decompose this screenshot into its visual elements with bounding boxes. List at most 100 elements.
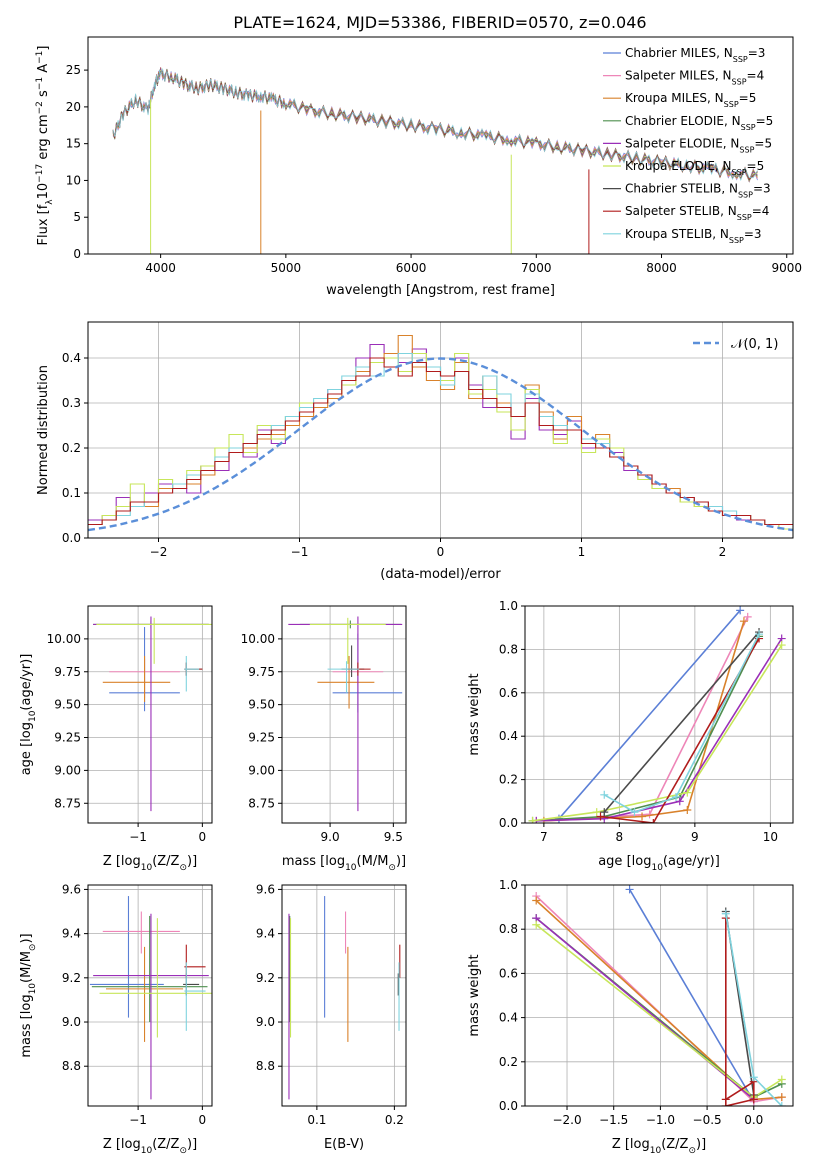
y-tick-label: 10.00 (241, 632, 275, 646)
weight-line (603, 633, 760, 813)
label-text: erg cm (36, 114, 51, 163)
weight-line (532, 636, 760, 822)
plus-marker (683, 788, 692, 797)
axes-frame (524, 884, 794, 1107)
x-axis-label: mass [log10(M/M⊙)] (282, 854, 406, 873)
legend-label-sub: SSP (741, 122, 756, 131)
y-tick-label: 9.25 (248, 731, 275, 745)
plus-marker (777, 1102, 786, 1106)
plus-marker (683, 805, 692, 814)
axes-frame (524, 605, 794, 824)
x-axis-label: (data-model)/error (380, 567, 501, 582)
label-text: 10 (36, 183, 51, 200)
script-text: 10 (651, 863, 663, 873)
legend-label-text: Chabrier MILES, N (625, 46, 733, 60)
x-tick-label: 9000 (771, 261, 802, 275)
y-tick-label: 9.00 (54, 763, 81, 777)
y-tick-label: 0.6 (499, 686, 518, 700)
plus-marker (528, 816, 537, 823)
x-tick-label: 8 (616, 830, 624, 844)
chart-residuals: −2 −1 0 1 2 0.0 0.1 0.2 0.3 0.4 𝒩(0, 1) (data-model… (36, 321, 794, 582)
y-tick-label: 9.0 (256, 1015, 275, 1029)
label-text: (M/M (357, 854, 389, 869)
plus-marker (532, 896, 541, 905)
label-text: )] (187, 1137, 197, 1152)
label-text: (M/M (19, 951, 34, 983)
label-text: (Z/Z (152, 1137, 179, 1152)
legend-label-value: =4 (747, 69, 765, 83)
legend-label: Salpeter STELIB, NSSP=4 (625, 204, 769, 222)
y-tick-label: 0 (73, 247, 81, 261)
plus-marker (777, 1075, 786, 1084)
legend-label-value: =3 (748, 46, 766, 60)
y-tick-label: 8.75 (54, 796, 81, 810)
x-tick-label: 1 (578, 545, 586, 559)
plot-area (532, 885, 786, 1106)
plot-area (88, 334, 793, 532)
label-text: A (36, 64, 51, 77)
label-text: Z [log (103, 854, 141, 869)
script-text: λ (45, 199, 55, 205)
plus-marker (671, 792, 680, 801)
legend-label-value: =4 (752, 204, 770, 218)
script-text: 10 (650, 1146, 662, 1156)
y-tick-label: 1.0 (499, 599, 518, 613)
y-tick-label: 9.0 (62, 1015, 81, 1029)
label-text: mass [log (282, 854, 345, 869)
y-tick-label: 9.00 (248, 763, 275, 777)
label-text: Z [log (612, 1137, 650, 1152)
y-axis-label: mass weight (467, 954, 482, 1036)
legend-label-value: =5 (747, 159, 765, 173)
y-tick-label: 0.2 (499, 1055, 518, 1069)
y-axis-label: age [log10(age/yr)] (19, 654, 38, 776)
y-tick-label: 9.6 (256, 882, 275, 896)
legend-label-text: Kroupa STELIB, N (625, 227, 729, 241)
legend-label-text: Salpeter MILES, N (625, 69, 732, 83)
legend-label-text: Kroupa ELODIE, N (625, 159, 732, 173)
plot-area (528, 606, 786, 823)
y-axis-label: mass weight (467, 673, 482, 755)
x-tick-label: 10 (763, 830, 778, 844)
legend-label-text: Chabrier ELODIE, N (625, 114, 741, 128)
chart-spectrum: 4000 5000 6000 7000 8000 9000 0 5 10 15 20 25 Chabri… (35, 36, 802, 298)
legend-label-value: =5 (739, 91, 757, 105)
legend-label: Chabrier ELODIE, NSSP=5 (625, 114, 773, 132)
y-tick-label: 15 (66, 137, 81, 151)
x-tick-label: 0 (199, 1113, 207, 1127)
y-tick-label: 1.0 (499, 878, 518, 892)
legend-label-value: =5 (756, 114, 774, 128)
label-text: (age/yr)] (19, 654, 34, 711)
y-tick-label: 0.4 (62, 351, 81, 365)
script-text: ⊙ (179, 863, 187, 873)
x-tick-label: −0.5 (693, 1113, 722, 1127)
y-tick-label: 9.50 (54, 698, 81, 712)
plus-marker (777, 1093, 786, 1102)
y-axis-label: mass [log10(M/M⊙)] (19, 933, 38, 1057)
y-tick-label: 0.2 (499, 773, 518, 787)
axes-frame (281, 884, 407, 1107)
legend-label: Chabrier STELIB, NSSP=3 (625, 182, 771, 200)
script-text: −1 (35, 51, 45, 64)
y-tick-label: 0.2 (62, 441, 81, 455)
histogram-step (88, 357, 793, 526)
weight-line (600, 638, 760, 823)
chart-mass_vs_Z: −1 08.89.09.29.49.6Z [log10(Z/Z⊙)]mass [l… (19, 882, 213, 1156)
y-tick-label: 0.4 (499, 729, 518, 743)
weight-line (603, 631, 760, 813)
x-tick-label: 8000 (646, 261, 677, 275)
label-text: (age/yr)] (663, 854, 720, 869)
y-tick-label: 9.75 (54, 665, 81, 679)
script-text: 10 (28, 710, 38, 722)
plus-marker (755, 630, 764, 639)
label-text: )] (396, 854, 406, 869)
legend-label-sub: SSP (737, 213, 752, 222)
plus-marker (739, 617, 748, 626)
plot-area (89, 896, 212, 1100)
x-axis-label: Z [log10(Z/Z⊙)] (612, 1137, 706, 1156)
legend-label: Kroupa STELIB, NSSP=3 (625, 227, 762, 245)
legend-label-value: =3 (753, 182, 771, 196)
label-text: )] (19, 933, 34, 943)
axes-frame (87, 884, 213, 1107)
x-tick-label: −1.5 (599, 1113, 628, 1127)
